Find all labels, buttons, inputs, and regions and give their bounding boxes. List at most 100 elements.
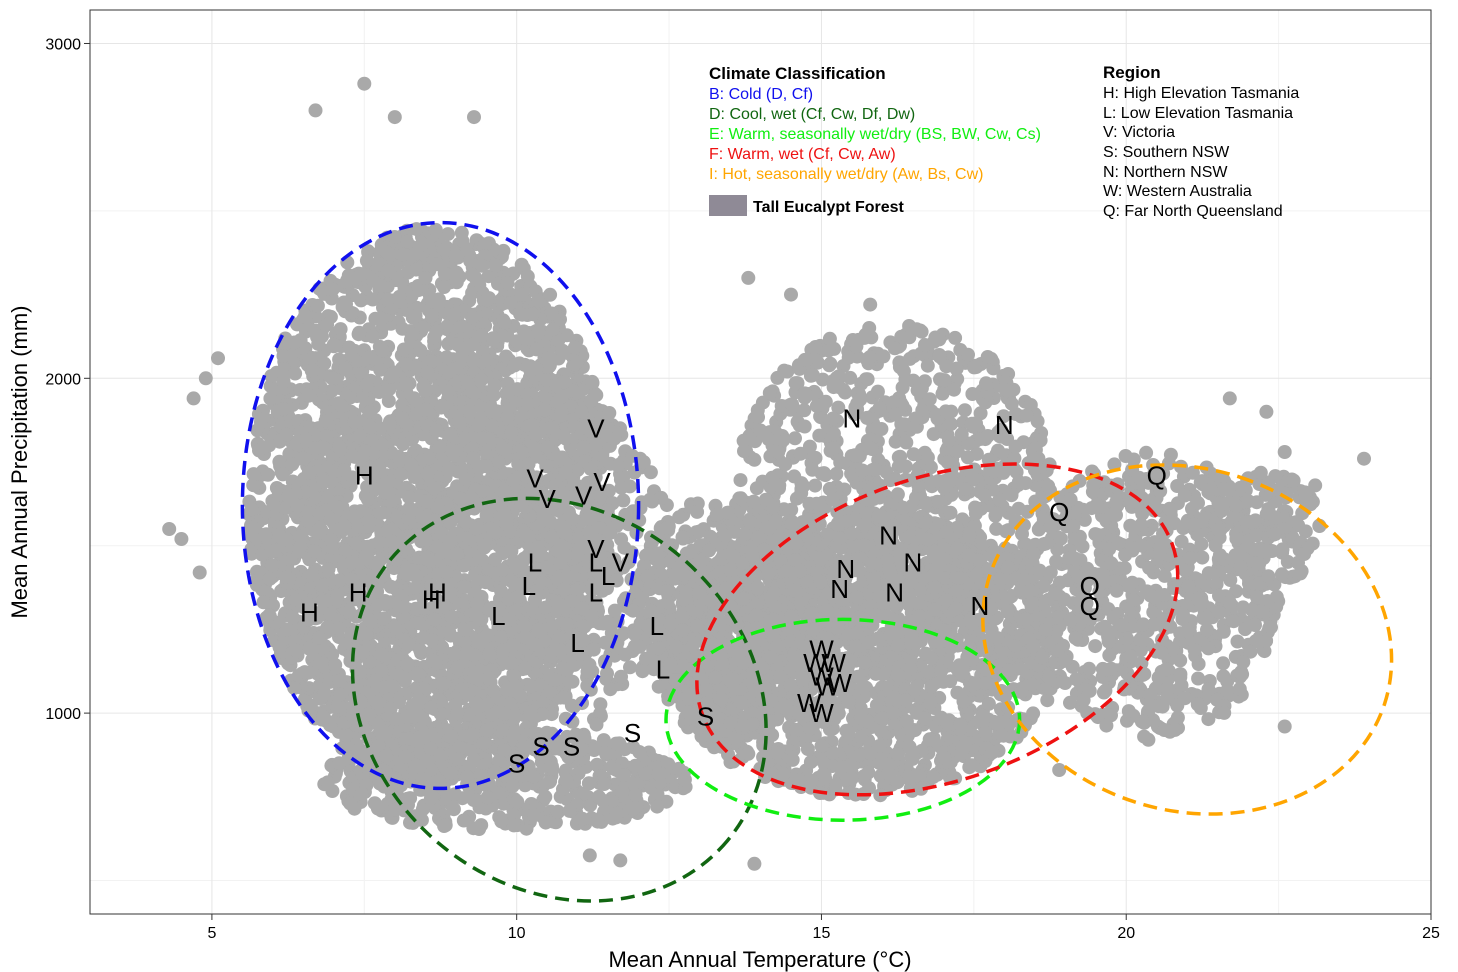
data-point — [404, 503, 419, 518]
data-point — [570, 548, 585, 563]
data-point — [285, 457, 300, 472]
data-point — [555, 343, 570, 358]
data-point — [584, 608, 599, 623]
data-point — [575, 811, 590, 826]
data-point — [449, 248, 464, 263]
data-point — [493, 630, 508, 644]
data-point — [441, 227, 455, 242]
data-point — [418, 533, 433, 547]
data-point — [379, 749, 394, 764]
data-point — [315, 329, 329, 344]
data-point — [400, 658, 415, 672]
data-point — [398, 749, 413, 764]
data-point — [609, 736, 624, 751]
data-point — [470, 596, 485, 611]
data-point — [408, 580, 423, 595]
data-point — [244, 546, 259, 561]
data-point — [457, 622, 472, 637]
data-point — [464, 267, 479, 282]
data-point — [442, 625, 457, 640]
data-point — [514, 287, 529, 302]
data-point — [272, 640, 287, 655]
data-point — [638, 766, 653, 781]
data-point — [415, 236, 429, 251]
data-point — [408, 308, 423, 323]
data-point — [469, 696, 484, 711]
data-point — [597, 777, 612, 791]
data-point — [399, 357, 414, 372]
data-point — [357, 746, 371, 761]
data-point — [538, 815, 553, 830]
data-point — [409, 568, 423, 583]
data-point — [465, 286, 480, 300]
data-point — [482, 647, 497, 662]
data-point — [325, 371, 339, 386]
data-point — [458, 431, 473, 446]
data-point — [315, 440, 330, 455]
data-point — [323, 607, 338, 622]
data-point — [528, 427, 543, 442]
data-point — [465, 491, 480, 506]
data-point — [517, 526, 532, 541]
data-point — [562, 803, 577, 818]
data-point — [378, 726, 393, 740]
data-point — [365, 329, 380, 344]
data-point — [415, 320, 430, 335]
data-point — [379, 245, 394, 260]
data-point — [377, 485, 392, 500]
data-point — [446, 308, 461, 322]
data-point — [330, 587, 345, 602]
data-point — [288, 643, 303, 658]
data-point — [361, 514, 376, 529]
data-point — [384, 534, 399, 549]
data-point — [305, 567, 320, 582]
data-point — [615, 784, 630, 799]
data-point — [258, 528, 273, 543]
data-point — [288, 366, 303, 381]
data-point — [324, 384, 339, 398]
data-point — [467, 648, 482, 663]
data-point — [518, 661, 533, 676]
data-point — [264, 369, 279, 384]
data-point — [290, 498, 305, 513]
data-point — [301, 388, 316, 403]
data-point — [332, 699, 347, 714]
data-point — [506, 638, 521, 653]
data-point — [380, 596, 394, 611]
data-point — [341, 268, 356, 283]
data-point — [506, 473, 521, 488]
data-point — [393, 467, 408, 482]
data-point — [589, 717, 604, 732]
data-point — [315, 578, 329, 593]
data-point — [316, 473, 331, 488]
data-point — [324, 533, 339, 547]
data-point — [289, 486, 304, 501]
data-point — [383, 579, 398, 594]
data-point — [526, 769, 541, 784]
data-point — [429, 324, 444, 339]
data-point — [603, 682, 618, 697]
data-point — [397, 600, 412, 615]
data-point — [436, 242, 451, 257]
data-point — [558, 464, 573, 479]
data-point — [614, 480, 629, 495]
data-point — [450, 705, 465, 720]
data-point — [339, 297, 353, 312]
data-point — [345, 449, 360, 464]
data-point — [602, 483, 616, 498]
data-point — [412, 616, 426, 631]
data-point — [279, 532, 294, 547]
data-point — [262, 438, 277, 453]
data-point — [525, 307, 540, 322]
data-point — [402, 637, 416, 652]
data-point — [457, 580, 472, 595]
data-point — [600, 666, 614, 681]
data-point — [595, 448, 610, 463]
data-point — [602, 406, 617, 420]
data-point — [371, 695, 386, 710]
data-point — [466, 451, 481, 465]
data-point — [424, 700, 438, 715]
data-point — [568, 583, 583, 598]
data-point — [488, 765, 503, 780]
data-point — [481, 671, 496, 686]
